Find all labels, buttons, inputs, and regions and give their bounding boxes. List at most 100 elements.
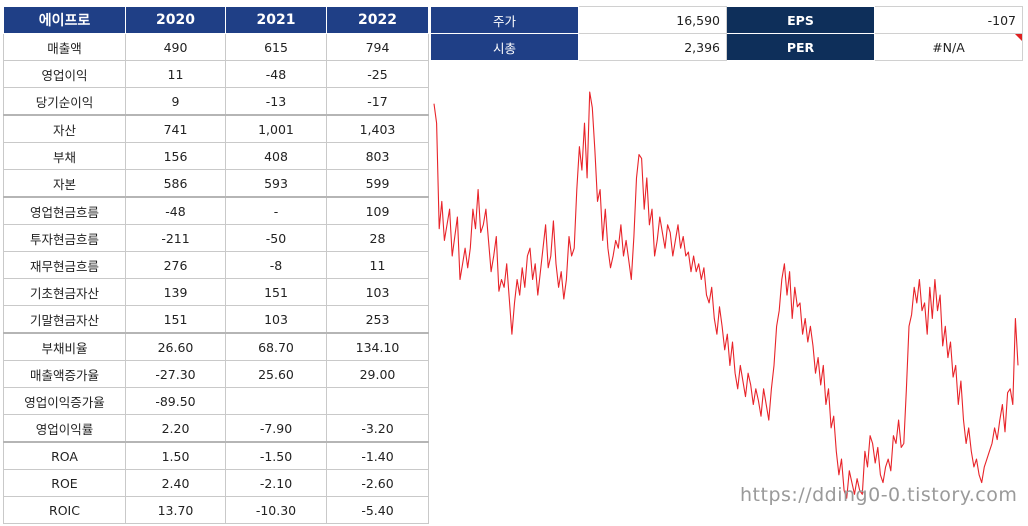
value-cell: -8	[225, 251, 327, 279]
value-cell: 276	[125, 251, 226, 279]
table-row: 자본 586 593 599	[3, 169, 429, 198]
table-row: 부채 156 408 803	[3, 142, 429, 170]
value-cell: 139	[125, 278, 226, 306]
value-cell: 586	[125, 169, 226, 198]
value-cell: 599	[326, 169, 429, 198]
table-row: ROA 1.50 -1.50 -1.40	[3, 441, 429, 470]
value-cell: 615	[225, 33, 327, 61]
header-row: 에이프로 2020 2021 2022	[3, 6, 429, 34]
value-cell	[225, 387, 327, 415]
table-row: 당기순이익 9 -13 -17	[3, 87, 429, 116]
row-label: ROA	[3, 441, 126, 470]
value-cell: -48	[225, 60, 327, 88]
value-cell: 28	[326, 224, 429, 252]
value-cell: -1.50	[225, 441, 327, 470]
row-label: 영업현금흐름	[3, 196, 126, 225]
eps-value: -107	[874, 6, 1023, 34]
value-cell: 1.50	[125, 441, 226, 470]
row-label: 부채비율	[3, 332, 126, 361]
value-cell: 103	[326, 278, 429, 306]
table-row: 기말현금자산 151 103 253	[3, 305, 429, 334]
row-label: 매출액증가율	[3, 360, 126, 388]
price-line	[433, 91, 1019, 499]
table-row: 영업현금흐름 -48-109	[3, 196, 429, 225]
table-row: ROE 2.40 -2.10 -2.60	[3, 469, 429, 497]
year-header: 2022	[326, 6, 429, 34]
value-cell: -13	[225, 87, 327, 116]
value-cell: 151	[125, 305, 226, 334]
value-cell: 11	[125, 60, 226, 88]
value-cell: -5.40	[326, 496, 429, 524]
value-cell: 13.70	[125, 496, 226, 524]
table-row: 매출액증가율 -27.30 25.60 29.00	[3, 360, 429, 388]
value-cell: -27.30	[125, 360, 226, 388]
stock-price-chart	[433, 91, 1019, 499]
market-cap-label: 시총	[430, 33, 579, 61]
value-cell: -2.10	[225, 469, 327, 497]
value-cell: 103	[225, 305, 327, 334]
value-cell: 68.70	[225, 332, 327, 361]
row-label: 기초현금자산	[3, 278, 126, 306]
value-cell: 803	[326, 142, 429, 170]
row-label: ROIC	[3, 496, 126, 524]
value-cell: 408	[225, 142, 327, 170]
value-cell: 26.60	[125, 332, 226, 361]
table-row: 영업이익률 2.20 -7.90 -3.20	[3, 414, 429, 443]
value-cell: -211	[125, 224, 226, 252]
value-cell: 9	[125, 87, 226, 116]
value-cell: 794	[326, 33, 429, 61]
value-cell	[326, 387, 429, 415]
price-label: 주가	[430, 6, 579, 34]
value-cell: 29.00	[326, 360, 429, 388]
table-row: 매출액 490 615 794	[3, 33, 429, 61]
company-name: 에이프로	[3, 6, 126, 34]
value-cell: -89.50	[125, 387, 226, 415]
row-label: 영업이익	[3, 60, 126, 88]
watermark: https://dding0-0.tistory.com	[740, 484, 1018, 506]
table-row: 영업이익증가율 -89.50	[3, 387, 429, 415]
value-cell: 490	[125, 33, 226, 61]
value-cell: 25.60	[225, 360, 327, 388]
row-label: 자산	[3, 114, 126, 143]
value-cell: -17	[326, 87, 429, 116]
table-row: 자산 741 1,001 1,403	[3, 114, 429, 143]
table-row: 투자현금흐름 -211 -50 28	[3, 224, 429, 252]
table-row: 재무현금흐름 276 -8 11	[3, 251, 429, 279]
row-label: 재무현금흐름	[3, 251, 126, 279]
row-label: 영업이익률	[3, 414, 126, 443]
value-cell: -1.40	[326, 441, 429, 470]
value-cell: 134.10	[326, 332, 429, 361]
value-cell: -50	[225, 224, 327, 252]
market-cap-value: 2,396	[578, 33, 727, 61]
value-cell: -7.90	[225, 414, 327, 443]
value-cell: 741	[125, 114, 226, 143]
table-row: ROIC 13.70 -10.30 -5.40	[3, 496, 429, 524]
value-cell: -10.30	[225, 496, 327, 524]
summary-table: 주가 16,590 EPS -107 시총 2,396 PER #N/A	[430, 6, 1023, 61]
year-header: 2020	[125, 6, 226, 34]
summary-row: 시총 2,396 PER #N/A	[430, 33, 1023, 61]
financial-table-body: 매출액 490 615 794 영업이익 11 -48 -25 당기순이익 9 -13 -17 자산 74…	[3, 33, 429, 524]
comment-flag-icon	[1015, 34, 1022, 41]
value-cell: 109	[326, 196, 429, 225]
financial-table: 에이프로 2020 2021 2022 매출액 490 615 794 영업이익 11 -4…	[3, 6, 429, 524]
row-label: 자본	[3, 169, 126, 198]
value-cell: 156	[125, 142, 226, 170]
row-label: 매출액	[3, 33, 126, 61]
value-cell: 151	[225, 278, 327, 306]
value-cell: 1,001	[225, 114, 327, 143]
year-header: 2021	[225, 6, 327, 34]
per-value: #N/A	[932, 39, 965, 55]
row-label: 투자현금흐름	[3, 224, 126, 252]
value-cell: -2.60	[326, 469, 429, 497]
row-label: 부채	[3, 142, 126, 170]
value-cell: 593	[225, 169, 327, 198]
per-cell: #N/A	[874, 33, 1023, 61]
value-cell: 2.20	[125, 414, 226, 443]
row-label: 영업이익증가율	[3, 387, 126, 415]
table-row: 부채비율 26.60 68.70 134.10	[3, 332, 429, 361]
table-row: 기초현금자산 139 151 103	[3, 278, 429, 306]
value-cell: 11	[326, 251, 429, 279]
price-value: 16,590	[578, 6, 727, 34]
row-label: 기말현금자산	[3, 305, 126, 334]
